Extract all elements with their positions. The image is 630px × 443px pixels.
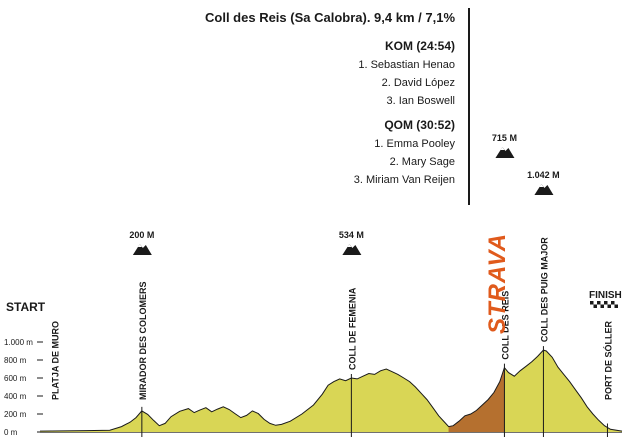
leaderboard-entry: 2. David López xyxy=(382,77,455,89)
waypoint-label: COLL DES REIS xyxy=(500,291,510,360)
mountain-icon xyxy=(495,147,515,158)
peak-markers: 200 M 534 M 715 M 1.042 M xyxy=(129,133,560,255)
climb-segment xyxy=(448,367,505,432)
leaderboard-entry: 3. Ian Boswell xyxy=(387,95,455,107)
peak-elevation-label: 534 M xyxy=(339,230,364,240)
mountain-icon xyxy=(342,244,362,255)
leaderboard-title: KOM (24:54) xyxy=(385,39,455,53)
peak-elevation-label: 1.042 M xyxy=(527,170,560,180)
y-tick-label: 0 m xyxy=(4,428,18,437)
start-label: START xyxy=(6,300,46,314)
profile-area xyxy=(39,349,623,432)
y-tick-label: 1.000 m xyxy=(4,338,33,347)
y-tick-label: 400 m xyxy=(4,392,27,401)
leaderboard-entry: 3. Miriam Van Reijen xyxy=(354,174,455,186)
peak-elevation-label: 715 M xyxy=(492,133,517,143)
waypoint-label: PORT DE SÓLLER xyxy=(602,320,613,400)
finish-flag-icon xyxy=(590,301,618,308)
mountain-icon xyxy=(132,244,152,255)
mountain-icon xyxy=(534,184,554,195)
y-tick-label: 200 m xyxy=(4,410,27,419)
leaderboard-entry: 2. Mary Sage xyxy=(390,156,455,168)
strava-logo: STRAVA xyxy=(484,233,511,334)
leaderboard-entry: 1. Emma Pooley xyxy=(374,138,455,150)
y-tick-label: 800 m xyxy=(4,356,27,365)
leaderboard-entry: 1. Sebastian Henao xyxy=(358,59,455,71)
leaderboard-title: QOM (30:52) xyxy=(384,118,455,132)
y-tick-label: 600 m xyxy=(4,374,27,383)
waypoint-label: COLL DE FEMENIA xyxy=(347,287,357,370)
waypoint-label: MIRADOR DES COLOMERS xyxy=(138,281,148,400)
chart-title: Coll des Reis (Sa Calobra). 9,4 km / 7,1… xyxy=(205,10,455,25)
peak-elevation-label: 200 M xyxy=(129,230,154,240)
waypoint-label: PLATJA DE MURO xyxy=(51,321,61,400)
profile-line xyxy=(39,349,623,432)
leaderboards: KOM (24:54) 1. Sebastian Henao 2. David Ló… xyxy=(354,39,456,186)
finish-label: FINISH xyxy=(589,290,622,301)
waypoint-markers: PLATJA DE MURO MIRADOR DES COLOMERS COLL D… xyxy=(51,237,613,437)
profile-fill xyxy=(40,350,622,432)
waypoint-label: COLL DES PUIG MAJOR xyxy=(539,237,549,342)
